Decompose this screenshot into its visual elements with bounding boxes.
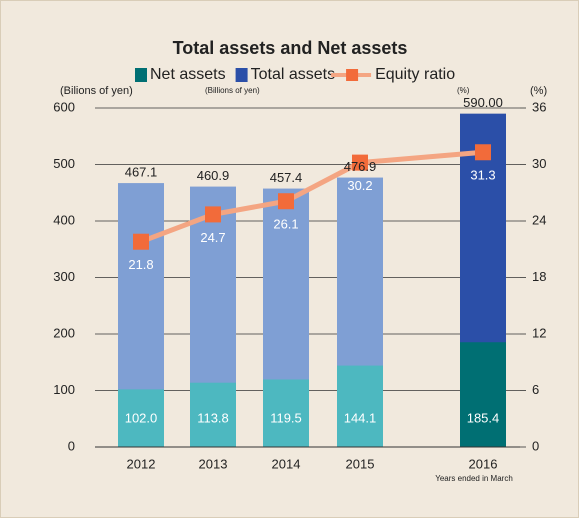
- bar: [190, 382, 236, 447]
- y2-tick-label: 30: [532, 156, 546, 171]
- legend-swatch: [235, 68, 248, 82]
- y2-tick-label: 36: [532, 99, 546, 114]
- y-tick-label: 600: [53, 99, 75, 114]
- y-tick-label: 100: [53, 382, 75, 397]
- x-tick-label: 2013: [199, 456, 228, 471]
- y2-axis-label: (%): [530, 85, 547, 97]
- y-axis-label: (Bilions of yen): [60, 85, 133, 97]
- data-label: 460.9: [197, 168, 230, 183]
- legend-swatch: [135, 68, 147, 82]
- x-tick-label: 2014: [272, 456, 301, 471]
- bar: [460, 342, 506, 447]
- x-tick-label: 2012: [127, 456, 156, 471]
- x-note: Years ended in March: [435, 474, 513, 483]
- bar: [118, 389, 164, 447]
- marker: [352, 154, 368, 171]
- legend-label: Equity ratio: [375, 66, 455, 83]
- data-label: 119.5: [270, 410, 302, 425]
- data-label: 590.00: [463, 95, 503, 110]
- bar: [263, 379, 309, 447]
- data-label: 185.4: [467, 410, 500, 425]
- y-tick-label: 500: [53, 156, 75, 171]
- y2-tick-label: 0: [532, 438, 539, 453]
- y-tick-label: 400: [53, 212, 75, 227]
- marker: [475, 144, 491, 161]
- data-label: 113.8: [197, 410, 229, 425]
- data-label: 24.7: [200, 230, 225, 245]
- data-label: 476.9: [344, 159, 377, 174]
- y-tick-label: 0: [68, 438, 75, 453]
- data-label: 31.3: [470, 168, 495, 183]
- bar: [337, 365, 383, 447]
- data-label: 26.1: [273, 217, 298, 232]
- y-axis-label-small: (Billions of yen): [205, 86, 260, 95]
- x-tick-label: 2015: [346, 456, 375, 471]
- data-label: 467.1: [125, 165, 158, 180]
- marker: [133, 233, 149, 250]
- marker: [278, 193, 294, 210]
- y-tick-label: 300: [53, 269, 75, 284]
- y2-tick-label: 18: [532, 269, 546, 284]
- data-label: 30.2: [347, 178, 372, 193]
- y2-tick-label: 12: [532, 325, 546, 340]
- data-label: 144.1: [344, 410, 377, 425]
- legend-marker: [346, 69, 359, 81]
- y2-axis-label-small: (%): [457, 86, 470, 95]
- y-tick-label: 200: [53, 325, 75, 340]
- legend-label: Net assets: [150, 66, 226, 83]
- legend-label: Total assets: [251, 66, 335, 83]
- chart-title: Total assets and Net assets: [173, 38, 408, 58]
- data-label: 21.8: [128, 257, 153, 272]
- data-label: 102.0: [125, 410, 158, 425]
- y2-tick-label: 24: [532, 212, 546, 227]
- x-tick-label: 2016: [469, 456, 498, 471]
- marker: [205, 206, 221, 223]
- y2-tick-label: 6: [532, 382, 539, 397]
- data-label: 457.4: [270, 170, 303, 185]
